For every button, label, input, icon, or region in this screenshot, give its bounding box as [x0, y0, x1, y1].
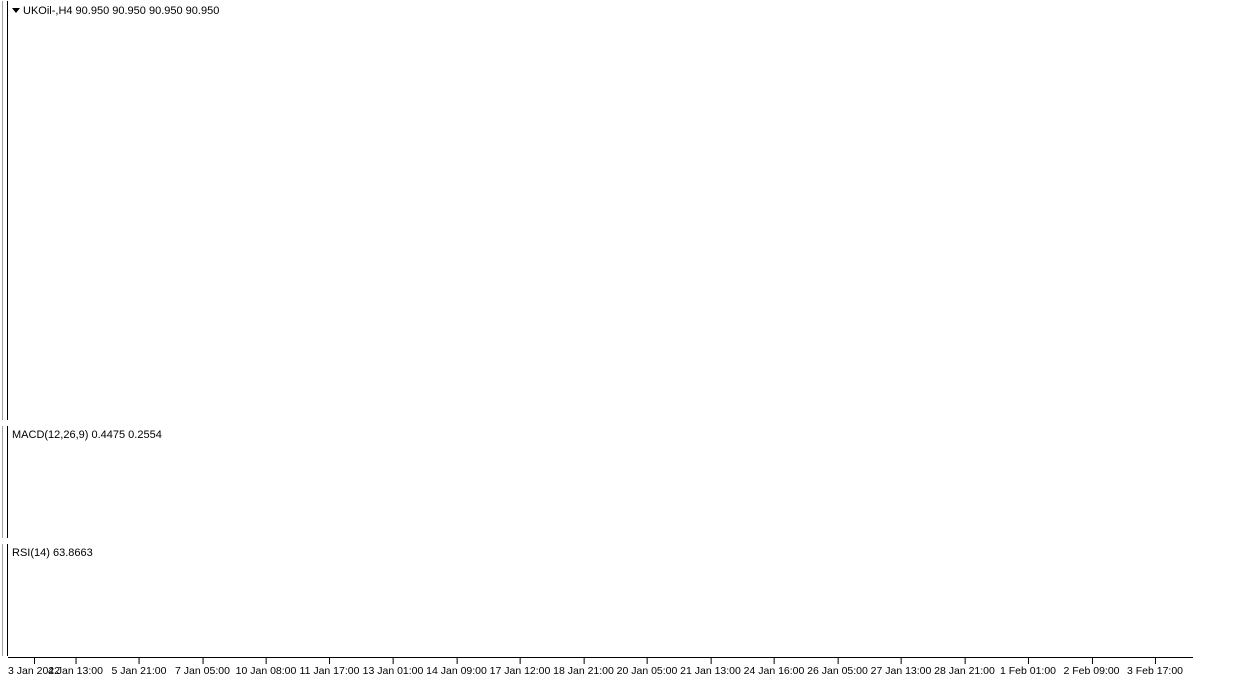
time-axis-label: 27 Jan 13:00	[871, 657, 931, 677]
time-axis-label: 5 Jan 21:00	[112, 657, 166, 677]
time-axis-label: 1 Feb 01:00	[1000, 657, 1056, 677]
time-tick	[774, 657, 775, 664]
time-axis-label: 14 Jan 09:00	[426, 657, 487, 677]
triangle-down-icon[interactable]	[12, 7, 20, 13]
time-axis-label: 21 Jan 13:00	[680, 657, 741, 677]
time-axis-label: 10 Jan 08:00	[236, 657, 296, 677]
time-tick	[393, 657, 394, 664]
time-axis[interactable]: 3 Jan 2022 4 Jan 13:00 5 Jan 21:00 7 Jan 05…	[0, 657, 1240, 683]
time-axis-label: 4 Jan 13:00	[48, 657, 103, 677]
time-axis-label: 24 Jan 16:00	[744, 657, 804, 677]
time-axis-label: 26 Jan 05:00	[807, 657, 868, 677]
time-tick	[520, 657, 521, 664]
time-tick	[837, 657, 839, 664]
time-tick	[266, 657, 267, 664]
time-axis-label: 3 Jan 2022	[8, 657, 60, 677]
time-axis-label: 7 Jan 05:00	[175, 657, 230, 677]
time-axis-label: 2 Feb 09:00	[1063, 657, 1120, 677]
time-tick	[647, 657, 648, 664]
time-tick	[456, 657, 458, 664]
time-tick	[33, 657, 35, 664]
left-scale-rail	[0, 1, 8, 420]
rsi-label: RSI(14) 63.8663	[12, 547, 93, 559]
time-tick	[901, 657, 902, 664]
time-tick	[329, 657, 331, 664]
time-axis-label: 11 Jan 17:00	[300, 657, 359, 677]
time-axis-label: 13 Jan 01:00	[363, 657, 423, 677]
time-axis-label: 20 Jan 05:00	[617, 657, 677, 677]
time-tick	[964, 657, 966, 664]
time-tick	[583, 657, 585, 664]
symbol-header-text: UKOil-,H4 90.950 90.950 90.950 90.950	[23, 5, 220, 17]
time-tick	[202, 657, 204, 664]
time-tick	[1154, 657, 1156, 664]
time-tick	[75, 657, 77, 664]
time-axis-label: 17 Jan 12:00	[490, 657, 550, 677]
rsi-left-rail	[0, 544, 8, 656]
time-axis-line	[8, 657, 1193, 658]
macd-label: MACD(12,26,9) 0.4475 0.2554	[12, 429, 162, 441]
time-tick	[710, 657, 712, 664]
time-tick	[1091, 657, 1093, 664]
symbol-header: UKOil-,H4 90.950 90.950 90.950 90.950	[12, 5, 219, 17]
macd-left-rail	[0, 426, 8, 538]
time-axis-label: 18 Jan 21:00	[553, 657, 614, 677]
time-tick	[138, 657, 140, 664]
time-tick	[1027, 657, 1029, 664]
time-axis-label: 28 Jan 21:00	[934, 657, 995, 677]
time-axis-label: 3 Feb 17:00	[1127, 657, 1183, 677]
